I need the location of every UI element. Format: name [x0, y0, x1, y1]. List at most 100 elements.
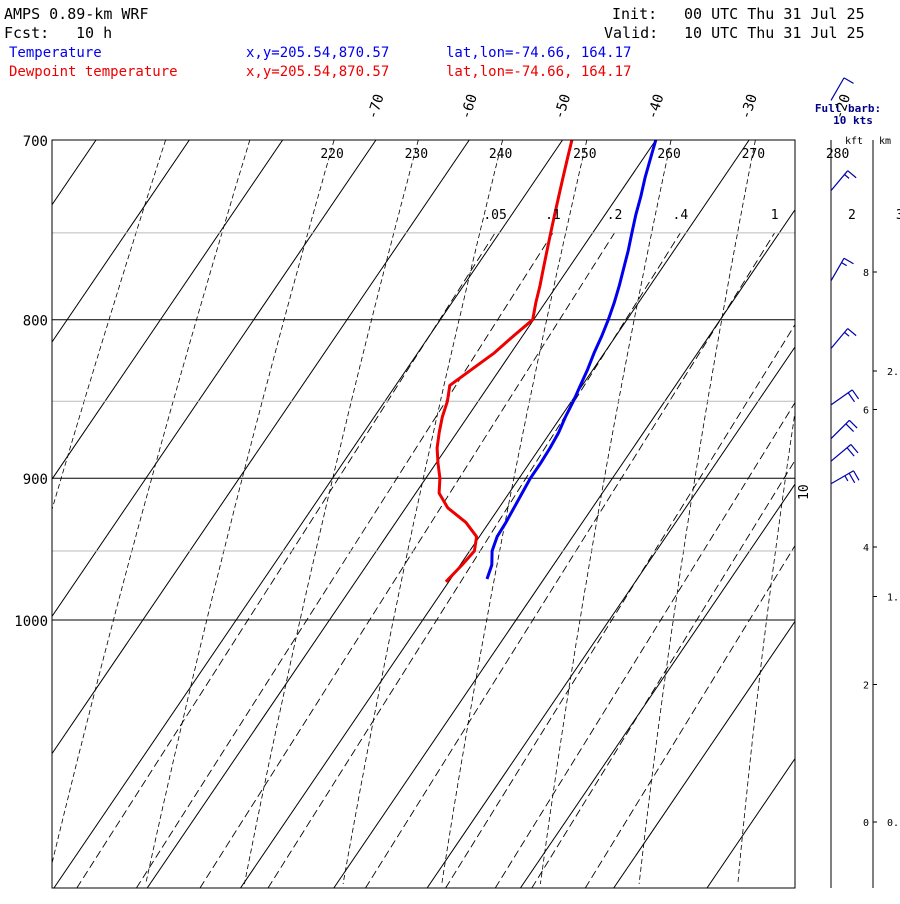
pressure-tick-label: 1000 [14, 614, 48, 630]
isotherm [0, 140, 3, 888]
wind-barb-flag [849, 473, 855, 483]
dry-adiabat [540, 140, 671, 884]
wind-barb-flag [849, 420, 857, 428]
kft-tick-label: 0 [863, 818, 869, 829]
model-title: AMPS 0.89-km WRF [4, 5, 149, 23]
kft-tick-label: 2 [863, 681, 869, 692]
wind-barb-staff [831, 390, 852, 405]
isotherm [334, 140, 843, 888]
wind-barb-flag [854, 471, 860, 481]
wind-barb-flag [844, 258, 854, 264]
valid-time: 10 UTC Thu 31 Jul 25 [684, 24, 865, 42]
wind-barb [831, 420, 857, 438]
wind-barb-staff [831, 329, 848, 349]
forecast-hour: 10 h [76, 24, 112, 42]
forecast-label: Fcst: [4, 24, 49, 42]
isotherm [147, 140, 656, 888]
km-tick-label: 2. [887, 367, 899, 378]
wind-barb-flag [852, 390, 858, 399]
mixing-ratio-label: .1 [545, 208, 561, 223]
mixing-ratio-label: .2 [607, 208, 623, 223]
wind-barb-flag [844, 78, 854, 84]
wind-barb-staff [831, 420, 849, 438]
isotherm [0, 140, 96, 888]
isotherm [614, 140, 900, 888]
wind-barb [831, 258, 854, 281]
background-lines [0, 140, 900, 888]
wind-barb-half-flag [844, 175, 849, 179]
wind-barb-staff [831, 471, 854, 484]
pressure-tick-label: 800 [23, 314, 48, 330]
theta-tick-label: 250 [573, 147, 596, 162]
dry-adiabat [343, 140, 503, 884]
wind-barb-flag [848, 393, 854, 402]
wind-barb-staff [831, 444, 851, 461]
wind-barb-flag [847, 448, 854, 456]
mixing-ratio-line [77, 233, 495, 888]
mixing-ratio-label: .05 [483, 208, 506, 223]
wind-barb [831, 471, 859, 484]
mixing-ratio-line [268, 233, 680, 888]
barb-annotation: 10 [797, 484, 812, 500]
temperature-tick-label: -50 [551, 92, 574, 121]
wind-barb-staff [831, 258, 844, 281]
temperature-tick-label: -70 [365, 92, 388, 121]
theta-tick-label: 220 [320, 147, 343, 162]
legend-dewpoint-latlon: lat,lon=-74.66, 164.17 [446, 64, 631, 80]
wind-barbs: 10 [797, 0, 859, 500]
wind-barb-half-flag [842, 263, 847, 266]
theta-tick-label: 280 [826, 147, 849, 162]
isotherm [0, 140, 469, 888]
axis-labels: 7008009001000-70-60-50-40-30-20-10022023… [14, 92, 900, 630]
dry-adiabat [442, 140, 587, 884]
dry-adiabat [244, 140, 418, 884]
isotherm [520, 140, 900, 888]
dewpoint-profile [437, 140, 572, 582]
kft-tick-label: 6 [863, 406, 869, 417]
isotherm [707, 140, 900, 888]
wind-barb [831, 171, 856, 191]
temperature-tick-label: -40 [645, 92, 668, 121]
wind-barb-staff [831, 171, 848, 191]
legend-temperature-coords: x,y=205.54,870.57 [246, 45, 389, 61]
isotherm [54, 140, 563, 888]
isotherm [0, 140, 283, 888]
km-axis-label: km [879, 136, 891, 147]
valid-label: Valid: [604, 24, 658, 42]
legend-temperature-label: Temperature [9, 45, 102, 61]
kft-axis-label: kft [845, 136, 863, 147]
isotherm [0, 140, 376, 888]
init-time: 00 UTC Thu 31 Jul 25 [684, 5, 865, 23]
theta-tick-label: 270 [742, 147, 765, 162]
init-label: Init: [612, 5, 657, 23]
wind-barb [831, 390, 859, 405]
kft-tick-label: 8 [863, 268, 869, 279]
wind-barb-half-flag [844, 332, 849, 336]
isotherm [0, 140, 189, 888]
isotherm [800, 140, 900, 888]
dry-adiabat [47, 140, 250, 884]
mixing-ratio-label: 2 [848, 208, 856, 223]
wind-barb-flag [846, 424, 854, 432]
plot-frame [52, 140, 795, 888]
dry-adiabat [738, 140, 840, 884]
mixing-ratio-line [446, 233, 852, 888]
legend-temperature-latlon: lat,lon=-74.66, 164.17 [446, 45, 631, 61]
theta-tick-label: 230 [405, 147, 428, 162]
temperature-tick-label: -30 [738, 92, 761, 121]
isotherm [427, 140, 900, 888]
wind-barb [831, 444, 858, 461]
header: AMPS 0.89-km WRF Fcst: 10 h Init: 00 UTC… [4, 5, 891, 147]
pressure-tick-label: 900 [23, 472, 48, 488]
mixing-ratio-line [200, 233, 615, 888]
kft-tick-label: 4 [863, 543, 869, 554]
isotherm [894, 140, 900, 888]
isotherm [241, 140, 750, 888]
mixing-ratio-label: .4 [673, 208, 689, 223]
mixing-ratio-line [365, 233, 774, 888]
wind-barb-flag [851, 444, 858, 452]
pressure-tick-label: 700 [23, 134, 48, 150]
theta-tick-label: 260 [657, 147, 680, 162]
